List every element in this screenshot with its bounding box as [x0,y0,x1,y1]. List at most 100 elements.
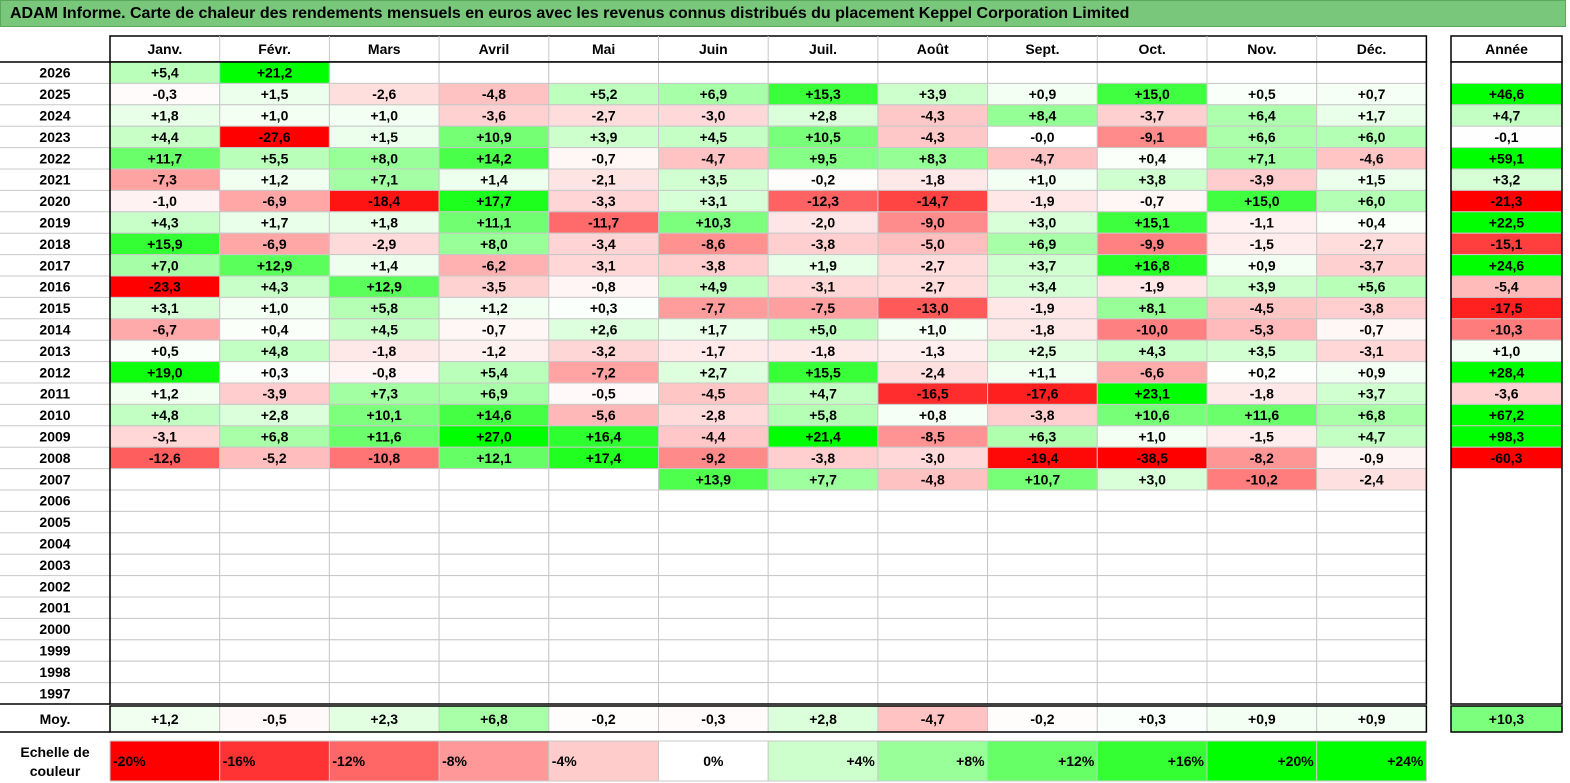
heat-cell [438,660,550,684]
cell-value: -3,1 [811,279,835,295]
cell-value: -1,9 [1140,279,1164,295]
cell-value: -1,1 [1250,215,1274,231]
cell-value: +5,8 [809,407,837,423]
cell-value: +4,4 [151,129,179,145]
heat-cell [1316,532,1427,555]
annual-value: +4,7 [1493,108,1521,124]
heat-cell [1096,510,1208,534]
heat-cell [877,510,989,534]
heat-cell [219,682,330,705]
year-label: 2026 [39,65,70,81]
heat-cell [658,553,769,577]
cell-value: +0,5 [1248,86,1276,102]
cell-value: +0,4 [1358,215,1386,231]
scale-stop-label: -20% [113,753,146,769]
cell-value: +9,5 [809,150,837,166]
cell-value: -6,7 [153,322,177,338]
heat-cell [548,660,659,684]
scale-stop-label: +16% [1168,753,1205,769]
cell-value: -0,9 [1359,450,1383,466]
year-label: 2008 [39,450,70,466]
cell-value: +3,8 [1138,172,1166,188]
heat-cell [219,596,330,619]
heat-cell [548,489,659,512]
heat-cell [877,682,989,705]
cell-value: +1,8 [151,108,179,124]
cell-value: -0,7 [482,322,506,338]
cell-value: -27,6 [259,129,291,145]
cell-value: -0,8 [372,364,396,380]
heat-cell [1206,489,1318,512]
cell-value: +1,2 [151,386,179,402]
cell-value: +5,4 [151,65,179,81]
year-label: 2000 [39,621,70,637]
year-label: 2021 [39,172,70,188]
annual-cell [1451,468,1562,490]
cell-value: +2,7 [700,364,728,380]
heat-cell [328,639,440,662]
heat-cell [987,596,1098,619]
cell-value: +5,4 [480,364,508,380]
cell-value: +17,4 [586,450,622,466]
scale-stop-label: +24% [1387,753,1424,769]
cell-value: -3,1 [592,257,616,273]
cell-value: +15,1 [1134,215,1170,231]
cell-value: +3,1 [151,300,179,316]
cell-value: -2,7 [921,257,945,273]
heat-cell [328,468,440,491]
annual-cell [1451,490,1562,512]
heat-cell [548,596,659,619]
cell-value: -3,1 [153,429,177,445]
cell-value: +3,9 [590,129,618,145]
cell-value: +10,3 [696,215,732,231]
cell-value: +15,9 [147,236,183,252]
cell-value: -0,7 [1140,193,1164,209]
cell-value: +2,8 [809,108,837,124]
heat-cell [877,660,989,684]
heat-cell [1316,489,1427,512]
heat-cell [987,617,1098,641]
scale-stop-label: -8% [442,753,467,769]
cell-value: -1,2 [482,343,506,359]
heat-cell [438,532,550,555]
heat-cell [438,468,550,491]
heat-cell [1096,575,1208,598]
heat-cell [219,575,330,598]
cell-value: -3,0 [921,450,945,466]
cell-value: +8,0 [370,150,398,166]
heat-cell [219,489,330,512]
cell-value: +7,7 [809,471,837,487]
heat-cell [1096,617,1208,641]
cell-value: -4,6 [1359,150,1383,166]
annual-value: +28,4 [1489,364,1525,380]
year-label: 2017 [39,257,70,273]
cell-value: -2,7 [921,279,945,295]
heat-cell [987,553,1098,577]
heat-cell [1206,61,1318,84]
month-header: Mars [368,41,401,57]
annual-value: +22,5 [1489,215,1525,231]
cell-value: +10,7 [1025,471,1061,487]
cell-value: -11,7 [588,215,619,231]
annual-value: -60,3 [1491,450,1523,466]
cell-value: +1,9 [809,257,837,273]
heat-cell [1206,553,1318,577]
cell-value: +4,7 [809,386,837,402]
cell-value: +6,8 [261,429,289,445]
annual-cell [1451,618,1562,640]
cell-value: -1,8 [921,172,945,188]
cell-value: -19,4 [1026,450,1058,466]
cell-value: -3,9 [262,386,286,402]
cell-value: -8,6 [701,236,725,252]
cell-value: -2,7 [1359,236,1383,252]
year-label: 2004 [39,536,70,552]
cell-value: -3,3 [592,193,616,209]
cell-value: +0,4 [1138,150,1166,166]
year-label: 2025 [39,86,70,102]
heat-cell [987,682,1098,705]
heat-cell [109,682,221,705]
cell-value: -1,8 [372,343,396,359]
heat-cell [1096,682,1208,705]
cell-value: -3,6 [482,108,506,124]
cell-value: +4,3 [261,279,289,295]
